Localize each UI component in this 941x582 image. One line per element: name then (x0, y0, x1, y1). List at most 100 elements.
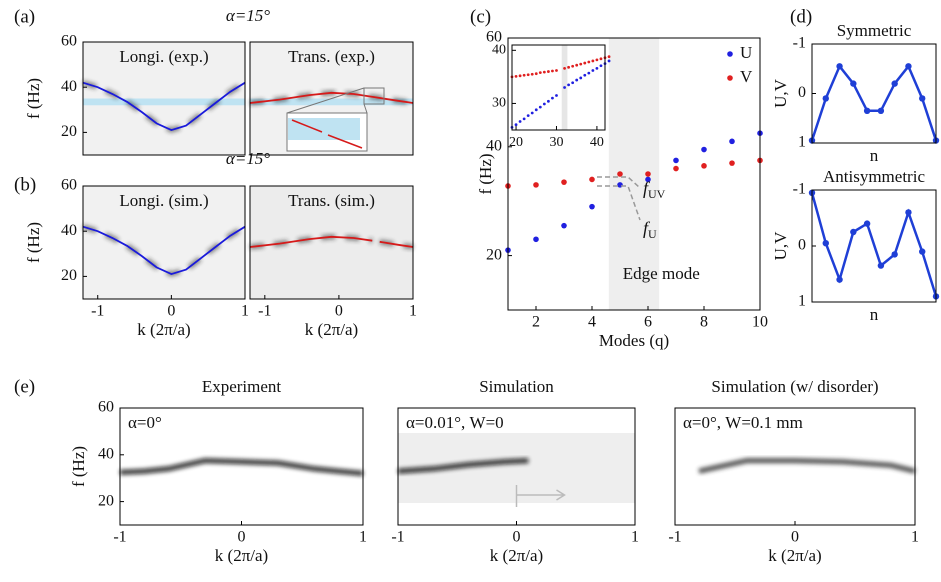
point (729, 160, 735, 166)
inset-point (546, 70, 550, 73)
x-axis-label: n (870, 305, 879, 324)
x-axis-label: k (2π/a) (215, 546, 268, 565)
x-tick-label: 0 (238, 529, 246, 546)
marker (919, 248, 926, 255)
y-tick-label: 20 (61, 123, 77, 140)
x-tick-label: 1 (359, 529, 367, 546)
inset-point (595, 58, 599, 62)
inset-point (583, 73, 587, 77)
inset-point (591, 69, 595, 72)
y-tick-label: 0 (798, 84, 806, 101)
inset-point (555, 69, 558, 72)
y-tick-label: 40 (98, 445, 114, 462)
y-axis-label: U,V (771, 231, 790, 261)
inset-point (567, 65, 571, 69)
inset-point (518, 120, 522, 123)
y-axis-label: f (Hz) (476, 153, 495, 194)
annotation-symbol: f (643, 178, 651, 198)
inset-point (542, 70, 546, 74)
plot-title: Symmetric (837, 21, 912, 40)
inset-point (542, 102, 546, 106)
inset-point (583, 61, 587, 65)
point (673, 157, 679, 164)
alpha-label: α=15° (226, 6, 270, 25)
inset-point (595, 66, 599, 70)
inset-point (551, 69, 554, 73)
inset-point (518, 74, 522, 78)
inset-point (587, 60, 591, 64)
band-label: Edge mode (623, 264, 700, 283)
y-tick-label: 40 (492, 43, 506, 58)
inset-point (567, 83, 571, 87)
annotation: fU (643, 218, 657, 241)
marker (836, 63, 843, 70)
inset-point (607, 55, 611, 59)
x-tick-label: 1 (241, 303, 249, 320)
x-tick-label: 1 (409, 303, 417, 320)
point (673, 165, 679, 172)
inset-point (546, 99, 550, 103)
inset-point (514, 123, 518, 127)
inset-point (555, 94, 558, 97)
plot-title: Longi. (exp.) (119, 47, 208, 66)
curve (810, 63, 938, 141)
inset-point (534, 72, 538, 76)
plot-frame (249, 41, 414, 156)
y-tick-label: 1 (798, 134, 806, 151)
point (701, 163, 707, 169)
inset-point (534, 108, 538, 112)
zoom-box (363, 87, 385, 105)
x-tick-label: 4 (588, 314, 596, 331)
zoom-curve (291, 119, 363, 149)
annotation-subscript: UV (648, 187, 666, 201)
plot-frame (507, 37, 761, 311)
legend-label: V (740, 67, 753, 86)
y-tick-label: 0 (798, 237, 806, 254)
marker (891, 80, 898, 87)
y-tick-label: 20 (98, 492, 114, 509)
plot-title: Simulation (w/ disorder) (711, 377, 878, 396)
marker (891, 251, 898, 258)
annotation: fUV (643, 178, 666, 201)
x-tick-label: -1 (113, 529, 126, 546)
y-tick-label: 40 (486, 137, 502, 154)
y-tick-label: 60 (61, 33, 77, 50)
annotation-subscript: U (648, 227, 657, 241)
point (617, 182, 623, 188)
curve (810, 192, 938, 297)
plot-title: Experiment (202, 377, 282, 396)
x-axis-label: k (2π/a) (490, 546, 543, 565)
heatmap-ridge (698, 458, 916, 474)
plot-frame (249, 185, 414, 300)
point (533, 182, 539, 188)
y-tick-label: 1 (798, 293, 806, 310)
plot-frame (82, 41, 246, 156)
x-axis-label: n (870, 146, 879, 165)
x-tick-label: 2 (532, 314, 540, 331)
inset-point (599, 57, 603, 61)
panel-label: (e) (14, 376, 35, 397)
y-tick-label: 40 (61, 222, 77, 239)
inset-point (591, 59, 595, 63)
x-tick-label: 1 (911, 529, 919, 546)
annotation-symbol: f (643, 218, 651, 238)
plot-annotation: α=0° (128, 413, 162, 432)
inset-point (526, 73, 530, 77)
x-tick-label: -1 (668, 529, 681, 546)
inset-frame (511, 44, 606, 131)
zoom-inset-band (288, 118, 360, 140)
marker (850, 80, 857, 87)
x-axis-label: k (2π/a) (768, 546, 821, 565)
inset-point (538, 71, 542, 75)
x-tick-label: 40 (590, 135, 604, 150)
y-axis-label: f (Hz) (24, 222, 43, 263)
y-tick-label: 40 (61, 78, 77, 95)
point (561, 179, 567, 185)
x-tick-label: 0 (513, 529, 521, 546)
marker (877, 107, 885, 115)
inset-point (514, 74, 518, 78)
alpha-label: α=15° (226, 149, 270, 168)
plot-title: Longi. (sim.) (119, 191, 208, 210)
y-axis-label: f (Hz) (24, 78, 43, 119)
x-tick-label: -1 (258, 303, 271, 320)
